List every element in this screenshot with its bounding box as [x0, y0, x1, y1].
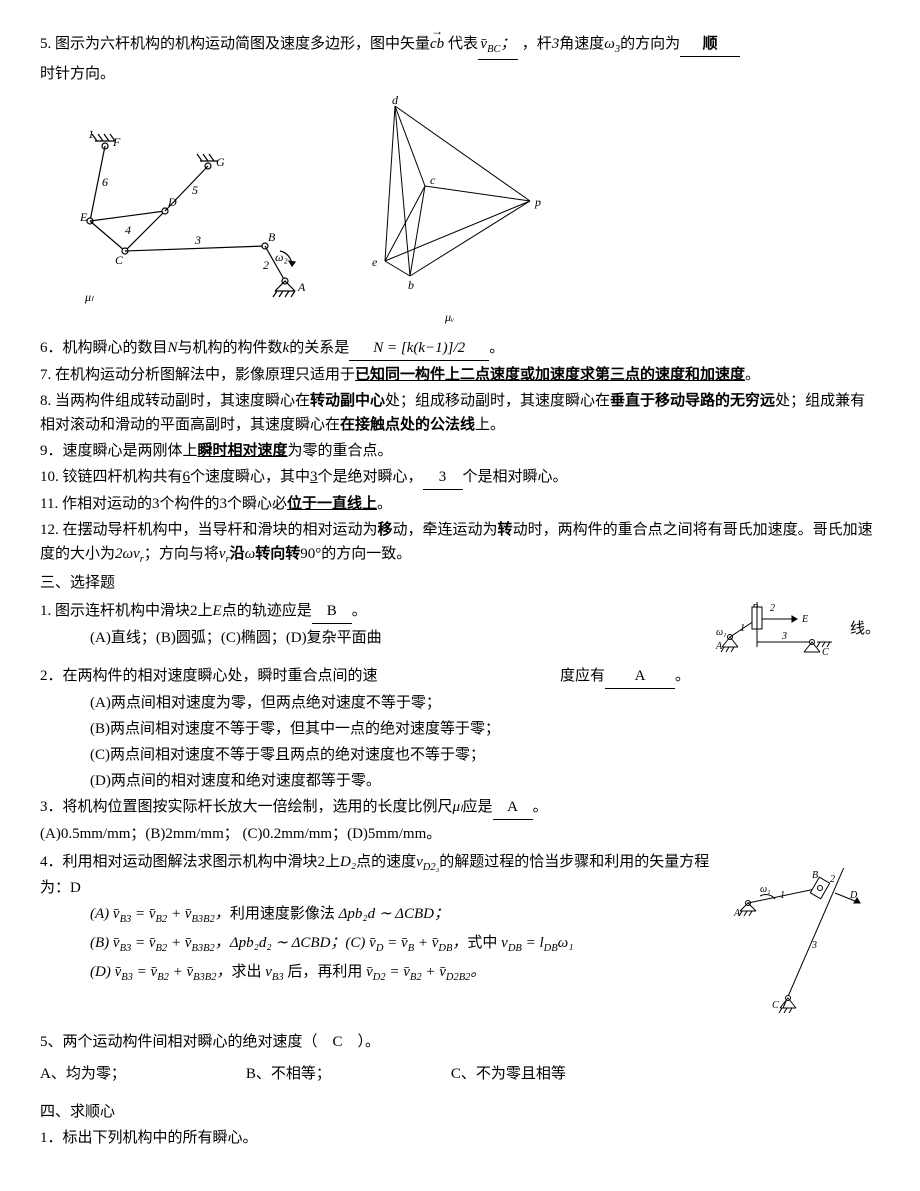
svg-text:2: 2: [830, 874, 835, 885]
svg-text:3: 3: [194, 233, 201, 247]
c5-ans: C: [333, 1034, 343, 1050]
c4-optD: (D) v̄B3 = v̄B2 + v̄B3B2，求出 vB3 后，再利用 v̄…: [40, 960, 730, 987]
vbc: v̄BC；: [480, 36, 515, 52]
svg-text:d: d: [392, 96, 399, 107]
svg-text:c: c: [430, 173, 436, 187]
q5-velocity-polygon: d c p e b μᵥ: [350, 96, 550, 326]
c5-opts: A、均为零； B、不相等； C、不为零且相等: [40, 1062, 880, 1086]
svg-text:C: C: [772, 1000, 779, 1011]
svg-text:1: 1: [88, 127, 94, 141]
svg-text:3: 3: [781, 631, 787, 642]
q12: 12. 在摆动导杆机构中，当导杆和滑块的相对运动为移动，牵连运动为转动时，两构件…: [40, 518, 880, 569]
svg-text:C: C: [115, 253, 124, 267]
svg-text:ω₁: ω₁: [716, 627, 727, 638]
svg-text:B: B: [268, 230, 276, 244]
svg-text:b: b: [408, 278, 414, 292]
c4-optBC: (B) v̄B3 = v̄B2 + v̄B3B2，Δpb₂d₂ ∼ ΔCBD；(…: [40, 931, 730, 958]
svg-text:ω₂: ω₂: [275, 250, 288, 264]
q5: 5. 图示为六杆机构的机构运动简图及速度多边形，图中矢量cb 代表v̄BC； ，…: [40, 32, 880, 60]
svg-text:F: F: [112, 135, 121, 149]
svg-text:p: p: [534, 195, 541, 209]
c1: 1. 图示连杆机构中滑块2上E点的轨迹应是B。 (A)直线；(B)圆弧；(C)椭…: [40, 597, 880, 662]
svg-text:A: A: [297, 280, 306, 294]
svg-text:B: B: [812, 870, 818, 881]
svg-text:2: 2: [770, 603, 775, 614]
c5: 5、两个运动构件间相对瞬心的绝对速度（ C ）。: [40, 1030, 880, 1054]
c3-opts: (A)0.5mm/mm；(B)2mm/mm； (C)0.2mm/mm；(D)5m…: [40, 822, 880, 846]
c2-a: (A)两点间相对速度为零，但两点绝对速度不等于零；: [40, 691, 880, 715]
svg-text:3: 3: [811, 940, 817, 951]
vec-cb: cb: [430, 32, 444, 56]
q5-blank1: v̄BC；: [478, 32, 518, 60]
c2-ans: A: [605, 664, 675, 689]
q7: 7. 在机构运动分析图解法中，影像原理只适用于已知同一构件上二点速度或加速度求第…: [40, 363, 880, 387]
svg-text:μₗ: μₗ: [84, 290, 94, 304]
c2-b: (B)两点间相对速度不等于零，但其中一点的绝对速度等于零；: [40, 717, 880, 741]
c2-d: (D)两点间的相对速度和绝对速度都等于零。: [40, 769, 880, 793]
q9: 9．速度瞬心是两刚体上瞬时相对速度为零的重合点。: [40, 439, 880, 463]
c4-ans: D: [70, 880, 81, 896]
q8: 8. 当两构件组成转动副时，其速度瞬心在转动副中心处；组成移动副时，其速度瞬心在…: [40, 389, 880, 437]
section-4-title: 四、求顺心: [40, 1100, 880, 1124]
svg-text:A: A: [733, 908, 741, 919]
c2: 2．在两构件的相对速度瞬心处，瞬时重合点间的速 度应有A。: [40, 664, 880, 689]
q10: 10. 铰链四杆机构共有6个速度瞬心，其中3个是绝对瞬心，3个是相对瞬心。: [40, 465, 880, 490]
s4-q1: 1．标出下列机构中的所有瞬心。: [40, 1126, 880, 1150]
c3-ans: A: [493, 795, 533, 820]
q5-figures: F 1 6 E 4 D C G: [80, 96, 880, 326]
svg-text:ω₁: ω₁: [760, 884, 771, 895]
c4-vd2: vD2₃: [416, 854, 439, 870]
q11: 11. 作相对运动的3个构件的3个瞬心必位于一直线上。: [40, 492, 880, 516]
q5-blank2: 顺: [680, 32, 740, 57]
svg-text:A: A: [715, 641, 723, 652]
svg-text:E: E: [80, 210, 88, 224]
svg-text:e: e: [372, 255, 378, 269]
c4-optA: (A) v̄B3 = v̄B2 + v̄B3B2，利用速度影像法 Δpb₂d ∼…: [40, 902, 730, 929]
section-3-title: 三、选择题: [40, 571, 880, 595]
c2-c: (C)两点间相对速度不等于零且两点的绝对速度也不等于零；: [40, 743, 880, 767]
q5-text: 5. 图示为六杆机构的机构运动简图及速度多边形，图中矢量: [40, 36, 430, 52]
svg-text:6: 6: [102, 175, 108, 189]
svg-text:E: E: [801, 614, 808, 625]
q7-ans: 已知同一构件上二点速度或加速度求第三点的速度和加速度: [355, 367, 745, 383]
svg-text:5: 5: [192, 183, 198, 197]
q5-mechanism-fig: F 1 6 E 4 D C G: [80, 126, 310, 326]
svg-text:G: G: [216, 155, 225, 169]
c3: 3．将机构位置图按实际杆长放大一倍绘制，选用的长度比例尺μₗ应是A。: [40, 795, 880, 820]
c1-ans: B: [312, 599, 352, 624]
svg-text:C: C: [822, 647, 829, 658]
q6: 6．机构瞬心的数目N与机构的构件数k的关系是N = [k(k−1)]/2。: [40, 336, 880, 361]
svg-text:2: 2: [263, 258, 269, 272]
q12-f2: vr: [219, 546, 230, 562]
c4-figure: A ω₁ 1 B 2 D 3: [730, 848, 880, 1028]
omega3: ω3: [604, 36, 620, 52]
q6-formula: N = [k(k−1)]/2: [349, 336, 489, 361]
svg-text:μᵥ: μᵥ: [444, 310, 454, 324]
svg-text:4: 4: [125, 223, 131, 237]
q12-f1: 2ωvr: [115, 546, 144, 562]
c4: 4．利用相对运动图解法求图示机构中滑块2上D₂点的速度vD2₃的解题过程的恰当步…: [40, 848, 880, 1028]
c1-figure: A ω₁ 1 B 2 E 3 C: [712, 597, 842, 662]
q9-ans: 瞬时相对速度: [198, 443, 288, 459]
